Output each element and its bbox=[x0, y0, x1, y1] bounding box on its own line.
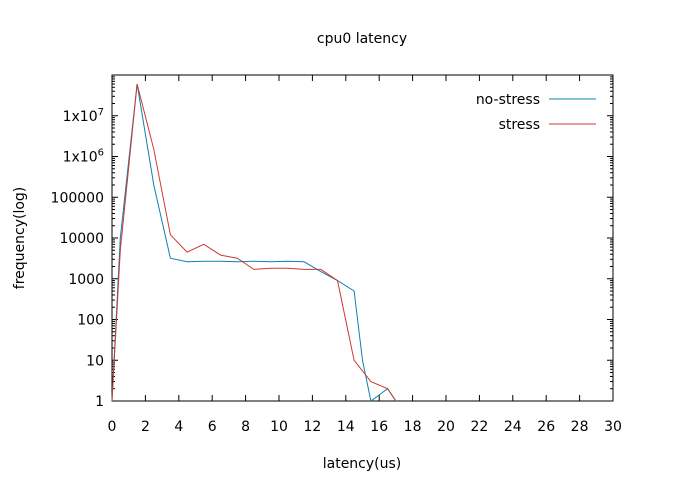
x-tick-label: 16 bbox=[370, 419, 388, 435]
series-line-stress bbox=[111, 83, 397, 402]
chart-title: cpu0 latency bbox=[317, 31, 407, 47]
y-tick-label: 100 bbox=[77, 313, 104, 329]
y-tick-label: 1000 bbox=[68, 272, 104, 288]
y-axis-title: frequency(log) bbox=[12, 187, 28, 289]
x-tick-label: 18 bbox=[404, 419, 422, 435]
y-tick-label: 10000 bbox=[59, 231, 104, 247]
x-axis-title: latency(us) bbox=[323, 456, 402, 472]
y-tick-label: 1 bbox=[95, 394, 104, 410]
series-layer bbox=[111, 83, 397, 402]
y-tick-label: 1x106 bbox=[63, 148, 104, 166]
y-tick-label: 10 bbox=[86, 353, 104, 369]
ticks-layer: 0 2 4 6 8 10 12 14 16 18 20 22 24 26 28 301101001000100… bbox=[51, 75, 622, 435]
x-tick-label: 0 bbox=[108, 419, 117, 435]
x-tick-label: 8 bbox=[241, 419, 250, 435]
series-line-no-stress bbox=[111, 83, 397, 402]
legend-label: no-stress bbox=[476, 92, 540, 108]
x-tick-label: 6 bbox=[208, 419, 217, 435]
x-tick-label: 14 bbox=[337, 419, 355, 435]
x-tick-label: 24 bbox=[504, 419, 522, 435]
y-tick-label: 100000 bbox=[51, 190, 104, 206]
x-tick-label: 20 bbox=[437, 419, 455, 435]
x-tick-label: 12 bbox=[303, 419, 321, 435]
x-tick-label: 28 bbox=[571, 419, 589, 435]
x-tick-label: 22 bbox=[470, 419, 488, 435]
x-tick-label: 4 bbox=[174, 419, 183, 435]
x-tick-label: 2 bbox=[141, 419, 150, 435]
x-tick-label: 10 bbox=[270, 419, 288, 435]
legend: no-stress stress bbox=[476, 92, 596, 133]
y-tick-label: 1x107 bbox=[63, 107, 104, 125]
x-tick-label: 30 bbox=[604, 419, 622, 435]
x-tick-label: 26 bbox=[537, 419, 555, 435]
legend-label: stress bbox=[499, 117, 540, 133]
